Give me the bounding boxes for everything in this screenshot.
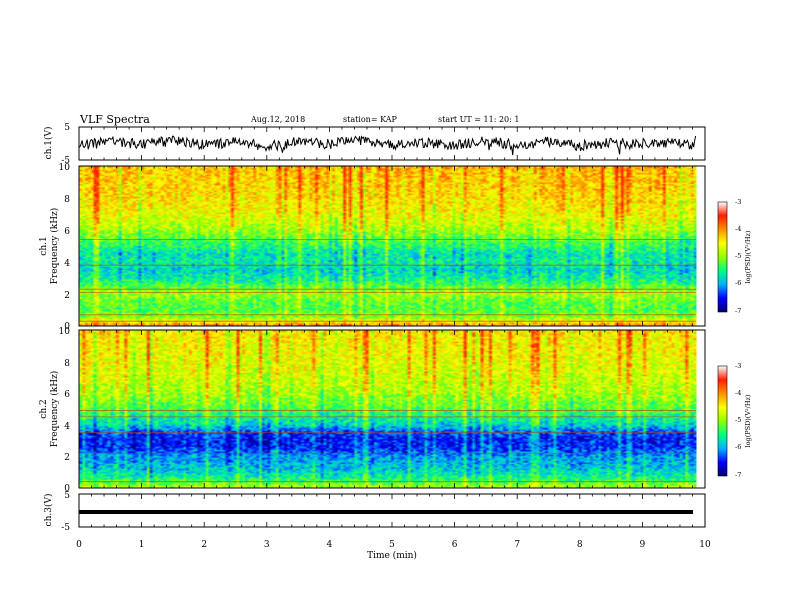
ch1-spec-ylabel-channel: ch.1: [39, 236, 49, 255]
x-tick-label-1: 1: [139, 540, 145, 550]
colorbar-2-label: log(PSD)(V²/Hz): [744, 394, 752, 447]
colorbar-2-tick-m5: -5: [735, 416, 741, 424]
ch1-wave-ylabel: ch.1(V): [43, 127, 54, 160]
colorbar-1-tick-m7: -7: [735, 307, 741, 315]
x-axis-tick-labels: 0 1 2 3 4 5 6 7 8 9 10: [76, 540, 711, 550]
ch1-waveform-line: [78, 135, 697, 156]
ch2-spec-ylabel-frequency: Frequency (kHz): [49, 371, 60, 448]
x-tick-label-9: 9: [640, 540, 646, 550]
ch1-spec-tick-0: 0: [64, 322, 70, 332]
ch2-spectrogram-image: [79, 330, 697, 488]
colorbar-2-tick-m3: -3: [735, 362, 741, 370]
station-label: station= KAP: [343, 115, 398, 124]
ch2-spectrogram-area: [79, 330, 705, 488]
ch2-spectrogram-panel: 10 8 6 4 2 0 ch.2 Frequency (kHz): [39, 327, 706, 494]
ch1-spec-tick-2: 2: [64, 291, 70, 301]
x-tick-label-7: 7: [514, 540, 520, 550]
ch1-spec-tick-10: 10: [59, 163, 71, 173]
x-tick-label-10: 10: [699, 540, 711, 550]
colorbar-2-tick-m7: -7: [735, 471, 741, 479]
ch1-spectrogram-image: [79, 166, 697, 326]
ch1-spec-ylabel-frequency: Frequency (kHz): [49, 208, 60, 285]
x-tick-label-3: 3: [264, 540, 270, 550]
ch2-spec-tick-2: 2: [64, 453, 70, 463]
x-tick-label-2: 2: [201, 540, 207, 550]
ch2-spec-tick-0: 0: [64, 484, 70, 494]
ch1-wave-tick-bottom: -5: [61, 156, 70, 166]
colorbar-1-tick-m3: -3: [735, 198, 741, 206]
colorbar-1-tick-m4: -4: [735, 225, 741, 233]
start-ut-label: start UT = 11: 20: 1: [438, 115, 519, 124]
colorbar-1-label: log(PSD)(V²/Hz): [744, 230, 752, 283]
ch2-spec-tick-4: 4: [64, 422, 70, 432]
ch3-wave-tick-bottom: -5: [61, 523, 70, 533]
ch3-wave-panel: 5 -5 ch.3(V): [43, 491, 706, 533]
x-tick-label-4: 4: [327, 540, 333, 550]
ch2-spec-tick-8: 8: [64, 359, 70, 369]
x-tick-label-6: 6: [452, 540, 458, 550]
ch2-spec-tick-10: 10: [59, 327, 71, 337]
ch1-spec-tick-8: 8: [64, 195, 70, 205]
ch2-spec-ylabel-channel: ch.2: [39, 399, 49, 418]
figure-title: VLF Spectra: [79, 113, 150, 126]
colorbar-2: -3 -4 -5 -6 -7 log(PSD)(V²/Hz): [717, 362, 752, 479]
ch1-spec-ticks: [78, 166, 706, 326]
ch3-wave-tick-top: 5: [64, 491, 70, 501]
colorbar-1-tick-m5: -5: [735, 252, 741, 260]
x-axis-label: Time (min): [367, 550, 417, 561]
ch3-wave-ticks: [78, 494, 706, 527]
ch1-wave-panel: 5 -5 ch.1(V): [43, 123, 706, 166]
ch2-spec-tick-6: 6: [64, 390, 70, 400]
ch2-spec-ticks: [78, 330, 706, 488]
date-label: Aug.12, 2018: [250, 115, 305, 124]
colorbar-2-scale: [717, 365, 728, 477]
x-tick-label-8: 8: [577, 540, 583, 550]
colorbar-2-tick-m4: -4: [735, 389, 741, 397]
colorbar-1-scale: [717, 201, 728, 313]
x-tick-label-5: 5: [389, 540, 395, 550]
ch1-spec-tick-4: 4: [64, 259, 70, 269]
ch1-spectrogram-area: [79, 166, 705, 326]
x-tick-label-0: 0: [76, 540, 82, 550]
ch1-wave-ticks: [78, 127, 706, 160]
ch1-wave-tick-top: 5: [64, 123, 70, 133]
ch1-spectrogram-panel: 10 8 6 4 2 0 ch.1 Frequency (kHz): [39, 163, 706, 332]
colorbar-1-tick-m6: -6: [735, 279, 741, 287]
colorbar-1: -3 -4 -5 -6 -7 log(PSD)(V²/Hz): [717, 198, 752, 315]
ch3-wave-ylabel: ch.3(V): [43, 494, 54, 527]
ch1-spec-tick-6: 6: [64, 227, 70, 237]
ch3-waveform-line: [79, 510, 693, 514]
colorbar-2-tick-m6: -6: [735, 443, 741, 451]
